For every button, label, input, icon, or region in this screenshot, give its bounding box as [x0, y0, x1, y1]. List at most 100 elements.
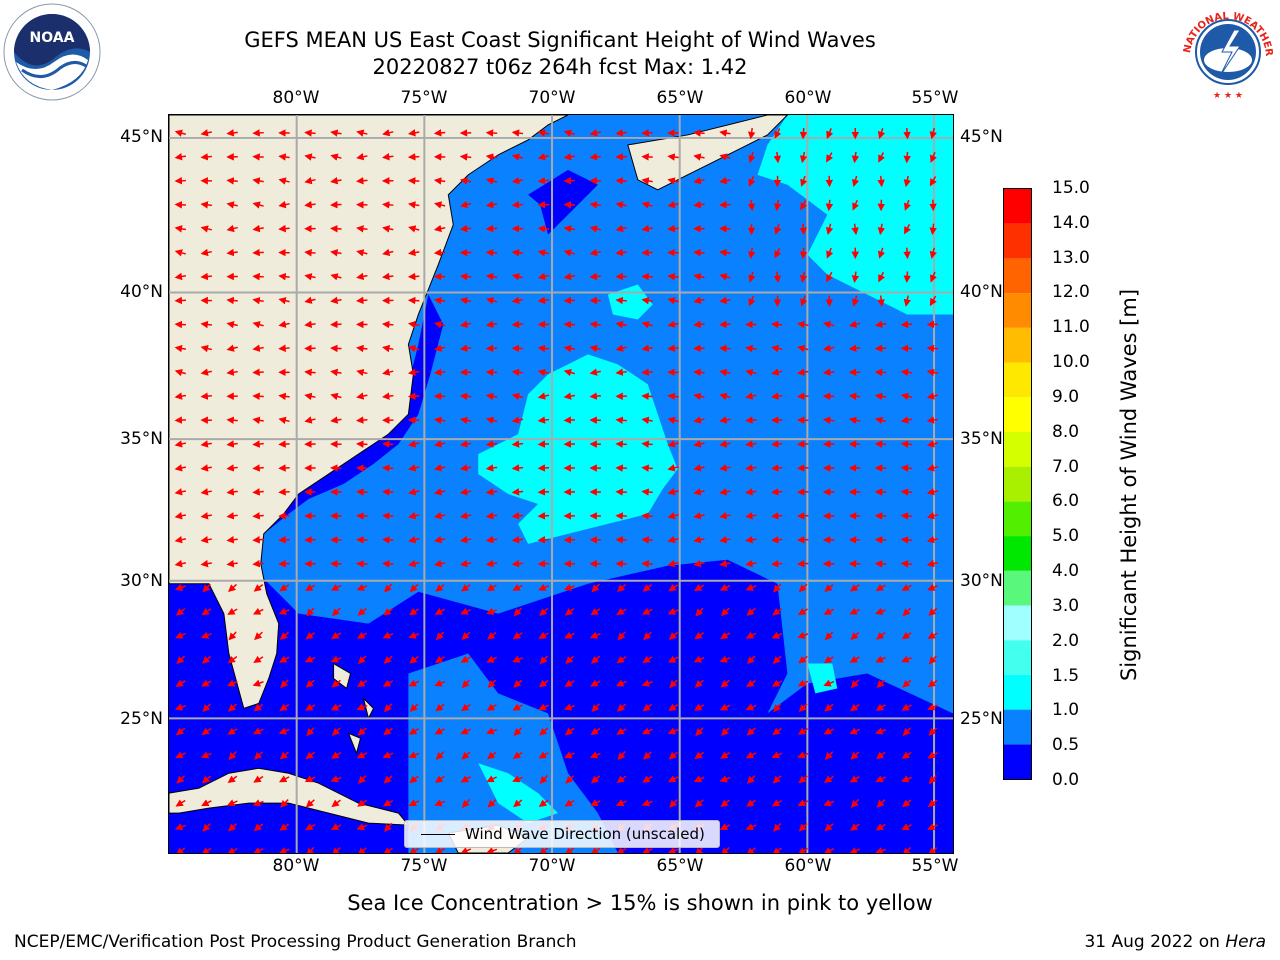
wave-direction-arrow [615, 799, 627, 807]
wave-direction-arrow [563, 703, 575, 711]
wave-direction-arrow [460, 703, 471, 712]
wave-direction-arrow [615, 368, 627, 376]
wave-direction-arrow [409, 775, 419, 784]
wave-direction-arrow [797, 631, 809, 639]
wave-direction-arrow [280, 679, 289, 689]
wave-direction-arrow [797, 727, 809, 735]
lon-label-bottom: 65°W [656, 856, 704, 876]
wave-direction-arrow [226, 129, 238, 137]
wave-direction-arrow [719, 703, 731, 711]
wave-direction-arrow [694, 799, 704, 808]
wave-direction-arrow [537, 536, 550, 544]
wave-direction-arrow [694, 703, 705, 711]
wave-direction-arrow [200, 488, 212, 496]
wave-direction-arrow [486, 584, 497, 592]
wave-direction-arrow [720, 607, 730, 617]
wave-direction-arrow [356, 560, 368, 568]
wave-direction-arrow [433, 177, 446, 185]
wave-direction-arrow [433, 368, 446, 376]
wave-direction-arrow [849, 847, 861, 853]
wave-direction-arrow [745, 751, 757, 759]
lon-label-top: 60°W [784, 88, 832, 108]
wave-direction-arrow [226, 464, 238, 472]
wave-direction-arrow [330, 775, 342, 783]
lon-label-top: 55°W [911, 88, 959, 108]
wave-direction-arrow [486, 607, 498, 615]
wave-direction-arrow [772, 655, 782, 664]
wave-direction-arrow [486, 703, 497, 711]
wave-direction-arrow [641, 224, 653, 233]
wave-direction-arrow [589, 201, 601, 209]
wave-direction-arrow [176, 775, 186, 784]
wave-direction-arrow [693, 273, 705, 281]
wave-direction-arrow [201, 727, 212, 735]
noaa-logo: NOAA [3, 3, 101, 101]
wave-direction-arrow [511, 416, 524, 424]
wave-direction-arrow [928, 727, 938, 736]
wave-direction-arrow [848, 392, 861, 401]
wave-direction-arrow [719, 464, 731, 472]
wave-direction-arrow [563, 249, 575, 257]
wave-direction-arrow [538, 631, 549, 639]
wave-direction-arrow [384, 822, 393, 832]
wave-direction-arrow [875, 584, 886, 592]
wave-direction-arrow [330, 392, 342, 401]
wave-direction-arrow [331, 631, 342, 640]
wave-direction-arrow [330, 153, 342, 161]
wave-direction-arrow [459, 440, 472, 448]
wave-direction-arrow [901, 775, 913, 783]
wave-direction-arrow [174, 583, 186, 591]
wave-direction-arrow [304, 273, 316, 281]
wave-direction-arrow [643, 631, 652, 641]
wave-direction-arrow [693, 440, 705, 448]
wave-direction-arrow [254, 751, 263, 760]
wave-direction-arrow [201, 847, 212, 853]
colorbar-tick-label: 5.0 [1052, 526, 1080, 547]
wave-direction-arrow [641, 847, 653, 853]
wave-direction-arrow [306, 727, 315, 737]
wave-direction-arrow [799, 247, 808, 260]
wave-direction-arrow [174, 703, 186, 711]
wave-direction-arrow [641, 321, 653, 329]
wave-direction-arrow [226, 296, 238, 305]
wave-direction-arrow [253, 703, 264, 712]
wave-direction-arrow [511, 536, 524, 544]
wave-direction-arrow [226, 488, 238, 496]
wave-direction-arrow [202, 703, 211, 713]
wave-direction-arrow [874, 392, 887, 401]
wave-direction-arrow [667, 607, 679, 615]
wave-direction-arrow [590, 679, 601, 687]
wave-direction-arrow [590, 655, 601, 664]
wave-direction-arrow [900, 440, 913, 448]
wave-direction-arrow [874, 416, 887, 425]
wave-direction-arrow [771, 392, 783, 400]
wave-direction-arrow [459, 272, 472, 281]
wave-direction-arrow [823, 655, 834, 664]
wave-direction-arrow [434, 847, 446, 853]
wave-direction-arrow [174, 823, 186, 831]
wave-direction-arrow [200, 344, 212, 353]
wave-direction-arrow [564, 751, 575, 759]
wave-direction-arrow [771, 631, 783, 639]
wave-direction-arrow [800, 200, 808, 211]
wave-direction-arrow [200, 272, 212, 281]
wave-direction-arrow [330, 249, 342, 257]
wave-direction-arrow [279, 823, 290, 831]
wave-direction-arrow [202, 583, 211, 593]
wave-direction-arrow [823, 727, 835, 735]
wave-direction-arrow [667, 320, 679, 328]
wave-direction-arrow [226, 416, 238, 424]
wave-direction-arrow [693, 775, 705, 783]
wave-direction-arrow [459, 416, 472, 425]
wave-direction-arrow [460, 607, 472, 615]
wave-direction-arrow [511, 440, 524, 448]
wave-direction-arrow [278, 488, 290, 496]
wave-direction-arrow [773, 703, 782, 713]
wave-direction-arrow [772, 727, 782, 736]
wave-direction-arrow [745, 416, 757, 424]
wave-direction-arrow [200, 440, 212, 448]
wave-direction-arrow [252, 153, 264, 161]
wave-direction-arrow [824, 631, 834, 641]
wave-direction-arrow [796, 512, 809, 520]
wave-direction-arrow [512, 655, 524, 663]
